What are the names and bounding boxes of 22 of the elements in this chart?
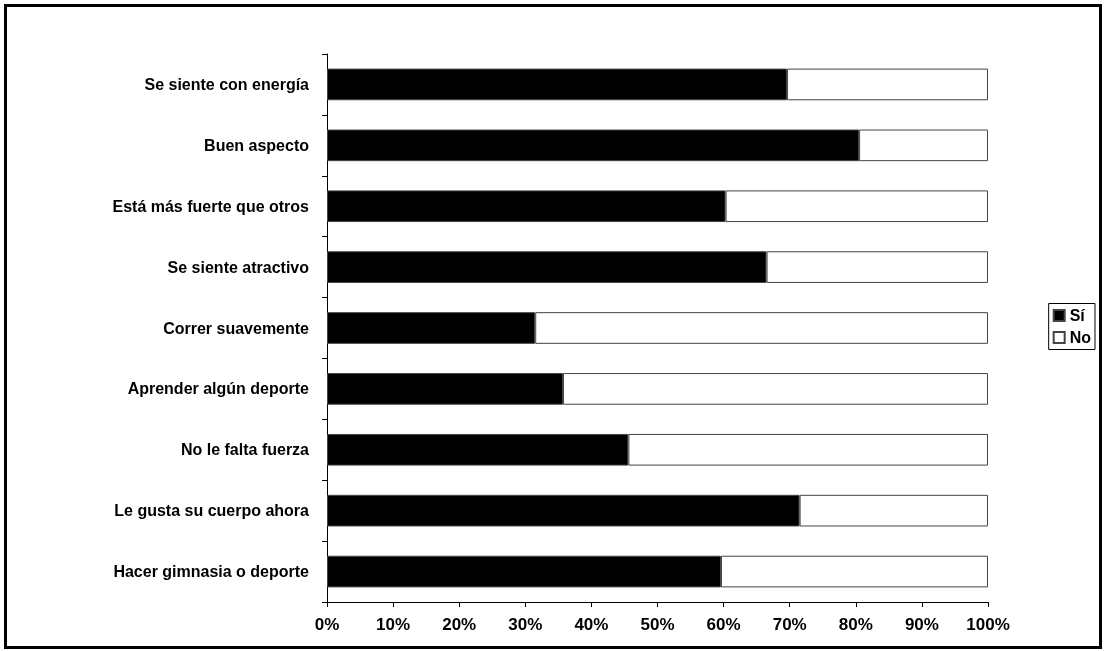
x-tick-label: 20% <box>442 615 477 634</box>
x-tick-label: 100% <box>966 615 1010 634</box>
x-tick-label: 80% <box>838 615 873 634</box>
y-tick-label: Hacer gimnasia o deporte <box>113 563 310 581</box>
x-tick-label: 50% <box>640 615 675 634</box>
y-tick-label: Se siente atractivo <box>167 258 310 276</box>
y-tick-label: Aprender algún deporte <box>127 380 310 398</box>
y-tick-label: Está más fuerte que otros <box>112 197 310 215</box>
x-tick-label: 90% <box>904 615 939 634</box>
y-tick-label: Buen aspecto <box>204 136 310 154</box>
x-tick-label: 0% <box>314 615 340 634</box>
x-tick-label: 70% <box>772 615 807 634</box>
legend-label: No <box>1069 329 1092 346</box>
y-tick-label: Se siente con energía <box>144 75 310 93</box>
legend-label: Sí <box>1069 307 1086 324</box>
x-tick-label: 40% <box>574 615 609 634</box>
y-tick-label: Correr suavemente <box>163 319 310 337</box>
x-tick-label: 10% <box>376 615 411 634</box>
y-tick-label: No le falta fuerza <box>180 441 310 459</box>
x-tick-label: 60% <box>706 615 741 634</box>
x-tick-label: 30% <box>508 615 543 634</box>
y-tick-label: Le gusta su cuerpo ahora <box>114 502 310 520</box>
